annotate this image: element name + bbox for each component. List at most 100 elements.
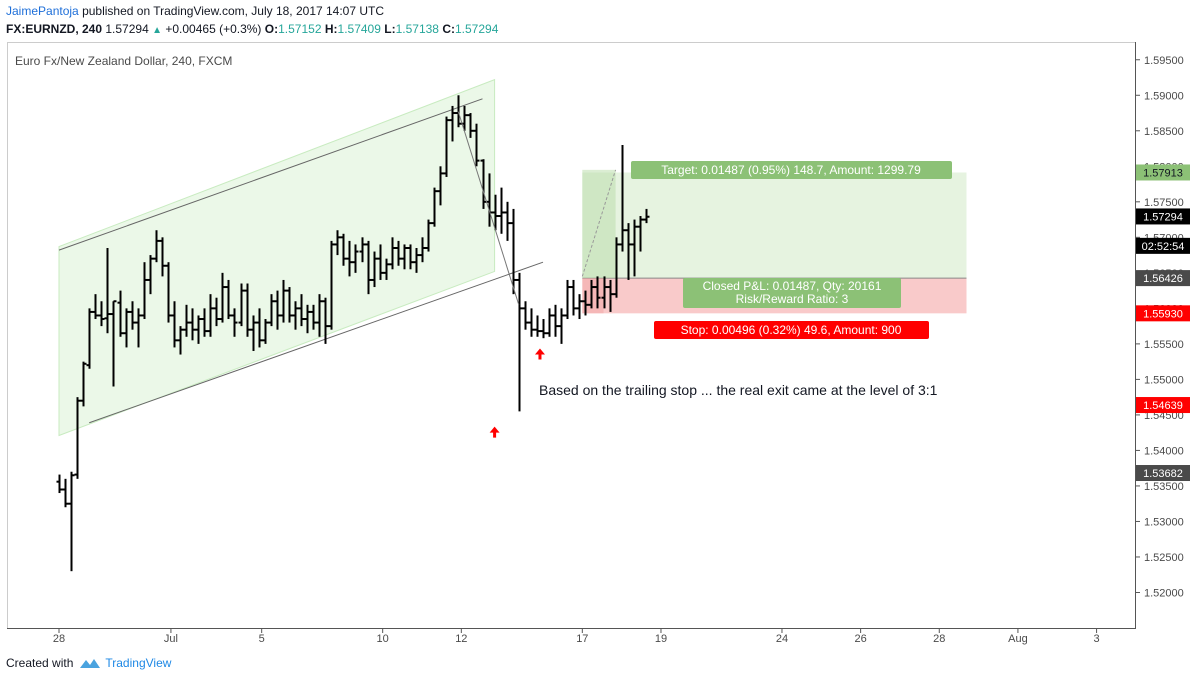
ohlc-bar [165,262,172,323]
ohlc-bar [189,308,196,341]
symbol-info: FX:EURNZD, 240 1.57294 ▲ +0.00465 (+0.3%… [6,22,498,36]
footer: Created with TradingView [6,656,171,670]
ohlc-bar [298,294,305,327]
ohlc-bar [619,144,626,252]
ohlc-bar [340,233,347,266]
ohlc-bar [129,301,136,330]
ohlc-bar [147,255,154,295]
ohlc-bar [292,301,299,330]
price-label: 1.54639 [1136,397,1190,414]
ohlc-bar [467,113,474,138]
ohlc-bar [68,471,75,572]
y-tick-label: 1.57500 [1144,197,1184,209]
price-label-box [1136,270,1190,287]
ohlc-bar [98,301,105,327]
x-tick-label: 26 [855,633,867,645]
ohlc-bar [546,308,553,337]
channel-lower-line [89,261,544,424]
ohlc-bar [207,294,214,337]
ohlc-bar [177,326,184,355]
y-tick-label: 1.52000 [1144,587,1184,599]
ohlc-bar [280,279,287,323]
ohlc-bars [56,95,650,572]
price-label-text: 1.57913 [1143,167,1183,179]
ohlc-bar [528,308,535,337]
time-axis: 28 Jul 5 10 12 17 19 24 26 28 Aug 3 [53,628,1100,645]
ohlc-bar [540,319,547,339]
ohlc-bar [558,308,565,344]
profit-zone [582,172,967,279]
price-change: +0.00465 (+0.3%) [165,22,262,36]
ohlc-bar [86,308,93,369]
price-labels: 1.57913 1.57294 02:52:54 1.56426 1.55930 1.54… [1136,164,1190,482]
ohlc-bar [383,258,390,280]
close-label: C: [442,22,455,36]
ohlc-bar [534,315,541,337]
ohlc-bar [522,301,529,330]
annotation-text: Based on the trailing stop ... the real … [539,382,938,398]
ohlc-bar [588,279,595,309]
y-tick-label: 1.58500 [1144,126,1184,138]
price-label: 1.57913 [1136,164,1190,181]
price-label-text: 1.53682 [1143,468,1183,480]
ohlc-bar [576,294,583,320]
ohlc-bar [510,208,517,295]
ohlc-bar [256,308,263,348]
price-label-box [1136,397,1190,414]
ohlc-bar [419,237,426,263]
ohlc-bar [141,262,148,320]
x-tick-label: 28 [53,633,65,645]
ohlc-bar [552,304,559,337]
arrow-up-icon [489,426,500,438]
ohlc-bar [219,272,226,323]
closed-label-box [683,278,901,308]
y-tick-label: 1.53000 [1144,516,1184,528]
ohlc-bar [225,279,232,320]
ohlc-bar [625,223,632,280]
published-text: published on TradingView.com, July 18, 2… [82,4,385,18]
ohlc-bar [449,105,456,142]
y-tick-label: 1.55500 [1144,339,1184,351]
tradingview-link[interactable]: TradingView [79,656,171,670]
author-link[interactable]: JaimePantoja [6,4,79,18]
ohlc-bar [135,308,142,348]
ohlc-bar [322,297,329,344]
y-tick-label: 1.59500 [1144,55,1184,67]
low-label: L: [384,22,396,36]
price-label-text: 02:52:54 [1142,241,1185,253]
ohlc-bar [316,294,323,337]
ohlc-bar [631,219,638,277]
y-tick-label: 1.59000 [1144,90,1184,102]
price-label-text: 1.55930 [1143,308,1183,320]
ohlc-bar [637,216,644,252]
ohlc-bar [437,166,444,206]
ohlc-bar [346,240,353,277]
ohlc-bar [159,237,166,277]
ohlc-bar [613,237,620,298]
high-label: H: [324,22,338,36]
y-tick-label: 1.55000 [1144,374,1184,386]
price-label-box [1136,465,1190,482]
ohlc-bar [92,294,99,320]
position-drawing [581,169,967,314]
ohlc-bar [582,290,589,316]
ohlc-bar [365,240,372,295]
ohlc-bar [395,240,402,266]
publish-info: JaimePantoja published on TradingView.co… [6,4,384,18]
x-tick-label: 17 [576,633,588,645]
x-tick-label: Jul [164,633,178,645]
stop-label: Stop: 0.00496 (0.32%) 49.6, Amount: 900 [681,323,902,337]
x-tick-label: 19 [655,633,667,645]
target-label-box [631,161,952,179]
ohlc-bar [594,276,601,309]
ohlc-bar [601,276,608,309]
ohlc-bar [377,244,384,280]
ohlc-bar [492,194,499,231]
target-label: Target: 0.01487 (0.95%) 148.7, Amount: 1… [661,163,921,177]
price-label: 1.57294 [1136,208,1190,225]
ohlc-bar [425,219,432,252]
ohlc-bar [304,304,311,334]
ohlc-bar [413,247,420,273]
triangle-up-icon: ▲ [152,25,163,36]
